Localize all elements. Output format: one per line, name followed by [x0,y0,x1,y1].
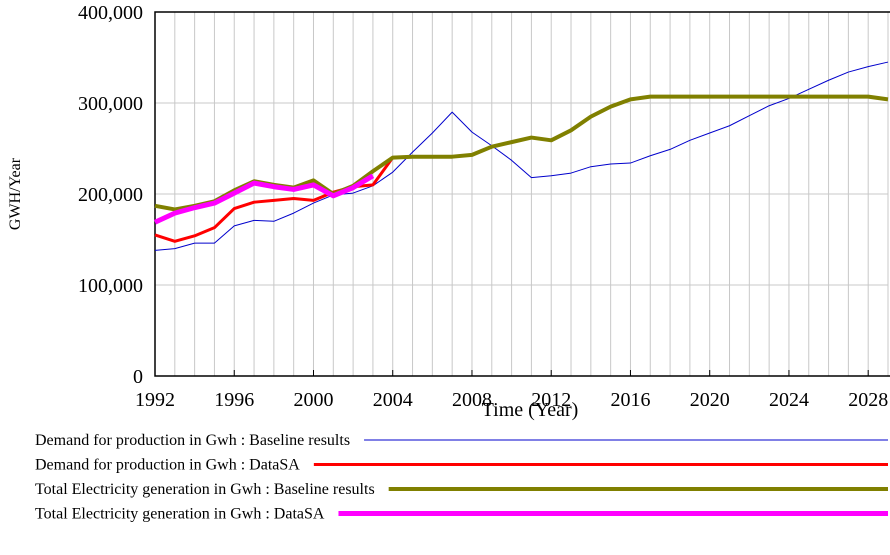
y-tick-label: 0 [133,366,143,388]
y-tick-label: 400,000 [78,2,143,24]
legend-label: Total Electricity generation in Gwh : Ba… [35,481,375,498]
legend-label: Demand for production in Gwh : Baseline … [35,432,350,449]
y-tick-label: 200,000 [78,184,143,206]
y-tick-label: 300,000 [78,93,143,115]
x-axis-label: Time (Year) [482,399,579,421]
series-line [154,94,889,212]
y-tick-label: 100,000 [78,275,143,297]
series-line [154,61,889,251]
series-line [153,173,375,225]
x-tick-label: 2004 [373,389,413,411]
legend-label: Demand for production in Gwh : DataSA [35,457,300,474]
x-tick-label: 1996 [214,389,254,411]
y-axis-label: GWH/Year [7,157,24,230]
x-tick-label: 2000 [293,389,333,411]
plot-frame [154,11,890,377]
x-tick-label: 2020 [690,389,730,411]
x-tick-label: 2012 [531,389,571,411]
x-tick-label: 1992 [135,389,175,411]
x-tick-label: 2024 [769,389,809,411]
legend-label: Total Electricity generation in Gwh : Da… [35,506,325,523]
x-tick-label: 2016 [610,389,650,411]
x-tick-label: 2008 [452,389,492,411]
x-tick-label: 2028 [848,389,888,411]
